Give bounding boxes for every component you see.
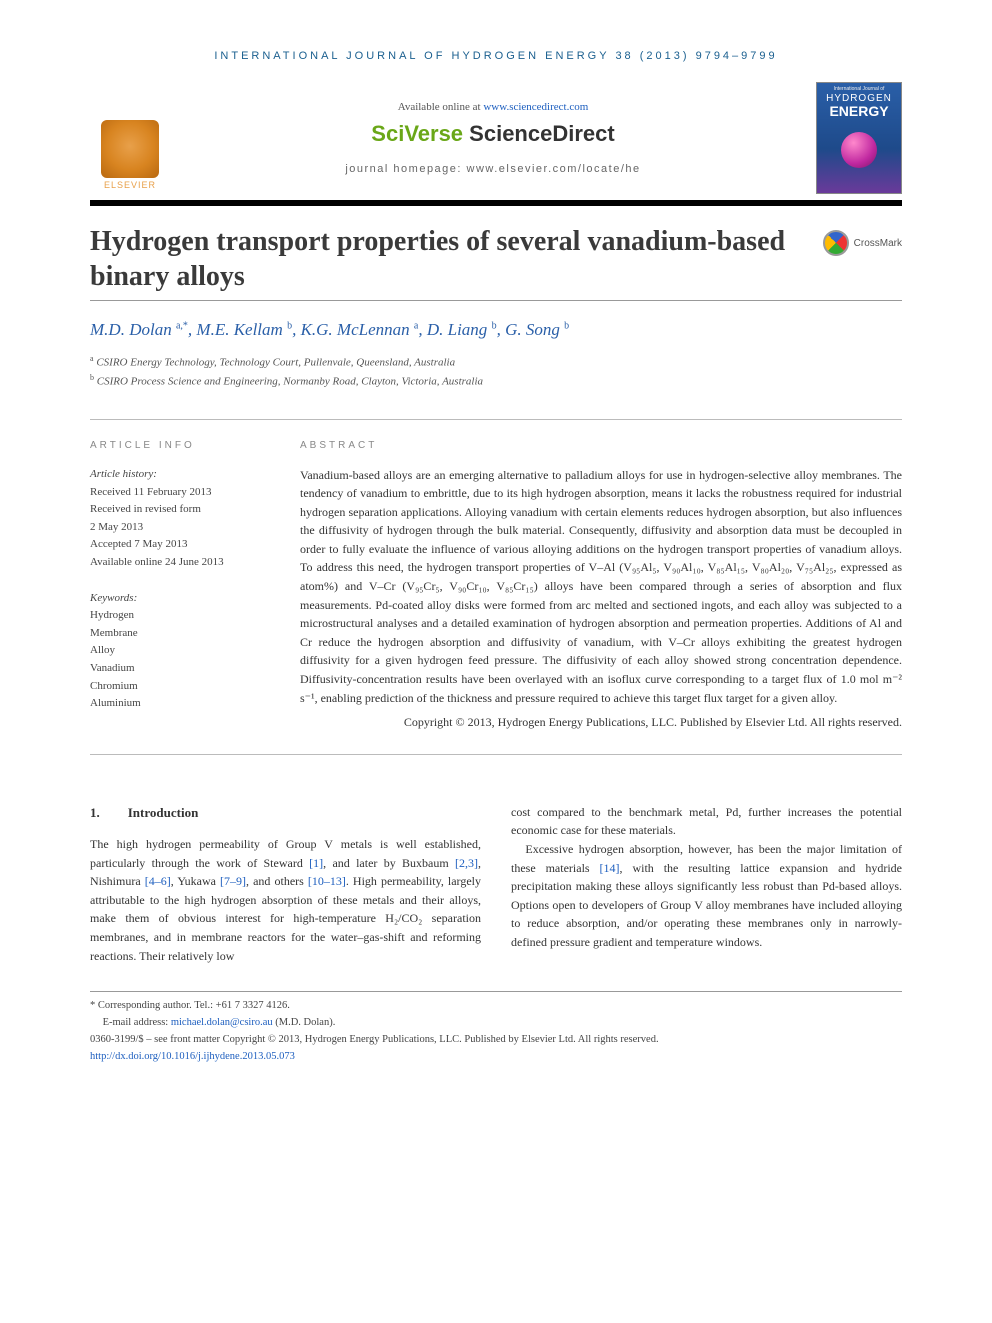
crossmark-label: CrossMark: [854, 238, 902, 249]
affiliations: a CSIRO Energy Technology, Technology Co…: [90, 353, 902, 392]
history-item: Received in revised form: [90, 501, 270, 519]
cover-energy: ENERGY: [817, 104, 901, 118]
corresponding-author: * Corresponding author. Tel.: +61 7 3327…: [90, 998, 902, 1015]
journal-cover[interactable]: International Journal of HYDROGEN ENERGY: [816, 82, 902, 194]
para-text: , and later by Buxbaum: [323, 856, 455, 870]
para-text: , Yukawa: [171, 874, 220, 888]
doi-link[interactable]: http://dx.doi.org/10.1016/j.ijhydene.201…: [90, 1051, 295, 1062]
history-item: Accepted 7 May 2013: [90, 536, 270, 554]
journal-homepage: journal homepage: www.elsevier.com/locat…: [345, 163, 640, 175]
keywords-head: Keywords:: [90, 590, 270, 608]
abstract: ABSTRACT Vanadium-based alloys are an em…: [300, 438, 902, 732]
keyword: Membrane: [90, 625, 270, 643]
sciencedirect-word: ScienceDirect: [469, 121, 615, 146]
para-3: Excessive hydrogen absorption, however, …: [511, 840, 902, 952]
crossmark-icon: [817, 225, 854, 262]
abstract-head: ABSTRACT: [300, 438, 902, 454]
email-label: E-mail address:: [103, 1017, 171, 1028]
masthead-center: Available online at www.sciencedirect.co…: [170, 82, 816, 194]
email-suffix: (M.D. Dolan).: [273, 1017, 336, 1028]
elsevier-tree-icon: [101, 120, 159, 178]
history-item: Available online 24 June 2013: [90, 554, 270, 572]
affiliation: b CSIRO Process Science and Engineering,…: [90, 372, 902, 391]
para-2: cost compared to the benchmark metal, Pd…: [511, 803, 902, 840]
masthead: ELSEVIER Available online at www.science…: [90, 82, 902, 194]
cover-top-text: International Journal of: [817, 83, 901, 93]
sciencedirect-link[interactable]: www.sciencedirect.com: [483, 101, 588, 113]
history-item: Received 11 February 2013: [90, 484, 270, 502]
ref-link[interactable]: [7–9]: [220, 874, 246, 888]
keywords-list: HydrogenMembraneAlloyVanadiumChromiumAlu…: [90, 607, 270, 713]
para-text: , and others: [246, 874, 308, 888]
crossmark-badge[interactable]: CrossMark: [823, 230, 902, 256]
keyword: Vanadium: [90, 660, 270, 678]
available-prefix: Available online at: [398, 101, 484, 113]
article-info-head: ARTICLE INFO: [90, 438, 270, 454]
keyword: Aluminium: [90, 695, 270, 713]
available-online: Available online at www.sciencedirect.co…: [398, 101, 589, 113]
ref-link[interactable]: [2,3]: [455, 856, 478, 870]
abstract-body: Vanadium-based alloys are an emerging al…: [300, 466, 902, 708]
abstract-copyright: Copyright © 2013, Hydrogen Energy Public…: [300, 713, 902, 732]
article-info: ARTICLE INFO Article history: Received 1…: [90, 438, 270, 732]
body-columns: 1. Introduction The high hydrogen permea…: [90, 803, 902, 965]
ref-link[interactable]: [1]: [309, 856, 323, 870]
keyword: Alloy: [90, 642, 270, 660]
ref-link[interactable]: [10–13]: [308, 874, 346, 888]
ref-link[interactable]: [14]: [600, 861, 620, 875]
sciverse-logo: SciVerse ScienceDirect: [371, 121, 614, 147]
section-title: Introduction: [128, 803, 199, 823]
history-item: 2 May 2013: [90, 519, 270, 537]
keyword: Hydrogen: [90, 607, 270, 625]
footnotes: * Corresponding author. Tel.: +61 7 3327…: [90, 991, 902, 1065]
elsevier-logo[interactable]: ELSEVIER: [90, 82, 170, 194]
sciverse-word: SciVerse: [371, 121, 469, 146]
article-title: Hydrogen transport properties of several…: [90, 224, 805, 294]
info-abstract-row: ARTICLE INFO Article history: Received 1…: [90, 419, 902, 755]
corr-label: * Corresponding author.: [90, 1000, 192, 1011]
keyword: Chromium: [90, 678, 270, 696]
section-number: 1.: [90, 803, 100, 823]
history-list: Received 11 February 2013Received in rev…: [90, 484, 270, 572]
elsevier-label: ELSEVIER: [104, 180, 156, 190]
para-1: The high hydrogen permeability of Group …: [90, 835, 481, 965]
affiliation: a CSIRO Energy Technology, Technology Co…: [90, 353, 902, 372]
ref-link[interactable]: [4–6]: [145, 874, 171, 888]
email-link[interactable]: michael.dolan@csiro.au: [171, 1017, 273, 1028]
section-heading: 1. Introduction: [90, 803, 481, 823]
authors: M.D. Dolan a,*, M.E. Kellam b, K.G. McLe…: [90, 317, 902, 343]
email-line: E-mail address: michael.dolan@csiro.au (…: [90, 1015, 902, 1032]
title-rule: Hydrogen transport properties of several…: [90, 200, 902, 301]
front-matter: 0360-3199/$ – see front matter Copyright…: [90, 1032, 902, 1049]
running-head: INTERNATIONAL JOURNAL OF HYDROGEN ENERGY…: [90, 50, 902, 62]
history-head: Article history:: [90, 466, 270, 484]
cover-orb-icon: [841, 132, 877, 168]
corr-tel: Tel.: +61 7 3327 4126.: [192, 1000, 290, 1011]
